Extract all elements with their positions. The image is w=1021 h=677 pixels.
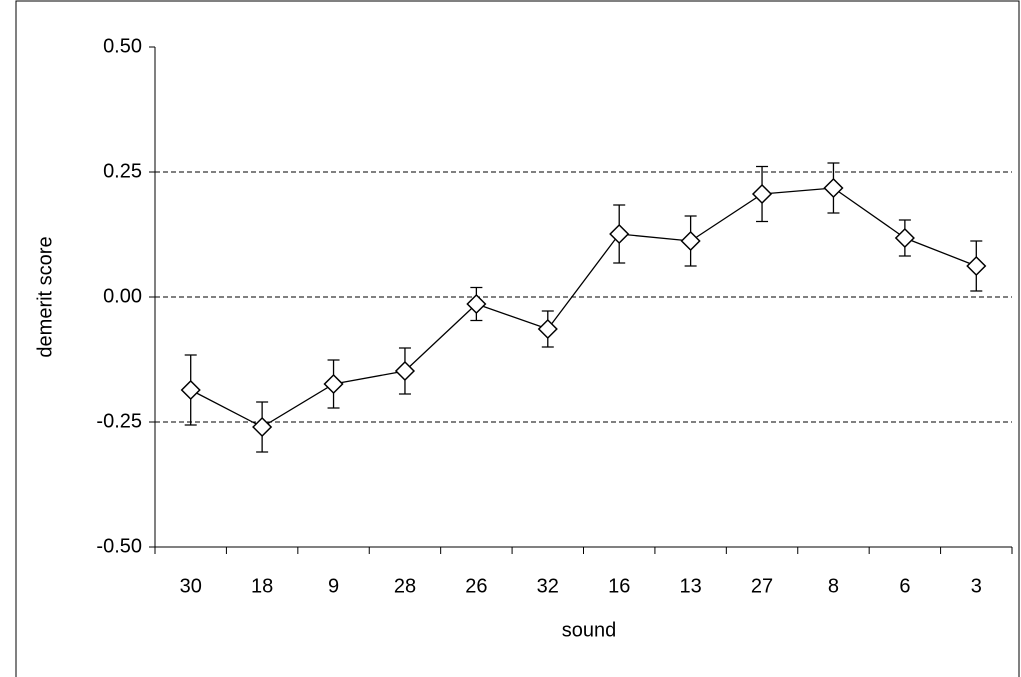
marker xyxy=(466,293,487,315)
chart-frame xyxy=(15,0,1020,677)
x-tick-label: 28 xyxy=(394,575,416,597)
x-tick-label: 27 xyxy=(751,575,773,597)
x-tick-label: 16 xyxy=(608,575,630,597)
x-tick-label: 3 xyxy=(971,575,982,597)
y-tick-label: 0.00 xyxy=(103,285,142,307)
x-tick-label: 6 xyxy=(899,575,910,597)
marker xyxy=(823,177,844,199)
y-tick-label: 0.50 xyxy=(103,35,142,57)
x-tick-label: 30 xyxy=(180,575,202,597)
x-tick-label: 32 xyxy=(537,575,559,597)
marker xyxy=(252,416,273,438)
y-tick-label: -0.25 xyxy=(96,410,142,432)
marker xyxy=(966,255,987,277)
y-axis-label: demerit score xyxy=(34,236,56,357)
y-tick-label: -0.50 xyxy=(96,535,142,557)
marker xyxy=(323,373,344,395)
marker xyxy=(609,223,630,245)
marker xyxy=(894,227,915,249)
marker xyxy=(180,379,201,401)
x-tick-label: 13 xyxy=(680,575,702,597)
marker xyxy=(394,360,416,382)
marker xyxy=(537,318,558,340)
x-tick-label: 26 xyxy=(465,575,487,597)
x-tick-label: 8 xyxy=(828,575,839,597)
marker xyxy=(680,230,701,252)
y-tick-label: 0.25 xyxy=(103,160,142,182)
marker xyxy=(751,183,773,205)
x-tick-label: 18 xyxy=(251,575,273,597)
x-tick-label: 9 xyxy=(328,575,339,597)
line xyxy=(190,187,977,428)
x-axis-label: sound xyxy=(562,619,617,641)
